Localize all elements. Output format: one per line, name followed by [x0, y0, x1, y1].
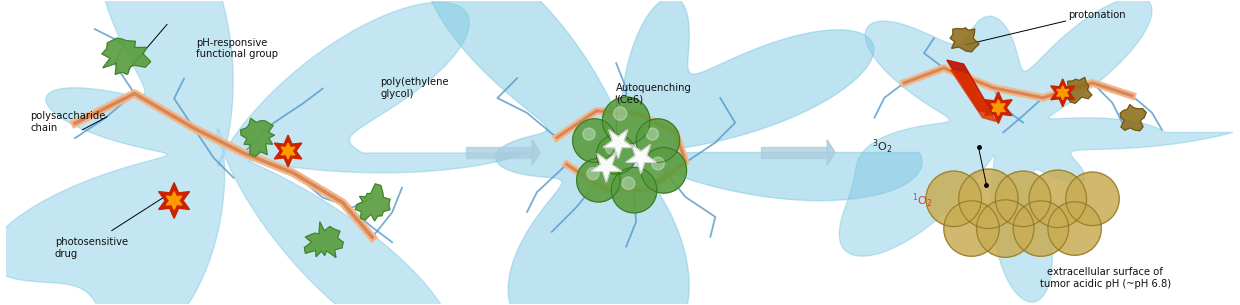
Polygon shape — [281, 143, 295, 159]
Polygon shape — [603, 130, 634, 158]
Polygon shape — [532, 140, 541, 165]
Circle shape — [646, 128, 658, 140]
Polygon shape — [985, 92, 1012, 124]
Circle shape — [636, 119, 680, 162]
Polygon shape — [1120, 105, 1146, 131]
Circle shape — [622, 177, 635, 190]
Polygon shape — [0, 0, 527, 305]
Text: $^1$O$_2$: $^1$O$_2$ — [913, 192, 932, 210]
Polygon shape — [159, 183, 190, 218]
Circle shape — [603, 97, 650, 145]
Polygon shape — [1056, 86, 1069, 100]
Polygon shape — [626, 145, 656, 173]
Polygon shape — [424, 0, 923, 305]
Polygon shape — [950, 28, 980, 52]
Circle shape — [611, 167, 657, 213]
Circle shape — [573, 119, 616, 162]
Circle shape — [596, 135, 636, 174]
Text: extracellular surface of
tumor acidic pH (~pH 6.8): extracellular surface of tumor acidic pH… — [1040, 267, 1171, 289]
Text: polysaccharide
chain: polysaccharide chain — [30, 112, 105, 133]
Circle shape — [583, 128, 595, 140]
Polygon shape — [839, 0, 1233, 302]
Polygon shape — [1064, 77, 1092, 103]
Circle shape — [996, 171, 1050, 227]
Polygon shape — [992, 100, 1006, 116]
Text: photosensitive
drug: photosensitive drug — [55, 237, 128, 259]
Circle shape — [959, 169, 1018, 228]
Polygon shape — [466, 147, 532, 158]
Circle shape — [641, 148, 687, 193]
Polygon shape — [304, 222, 343, 257]
Polygon shape — [827, 140, 835, 165]
Circle shape — [577, 158, 620, 202]
Polygon shape — [761, 147, 827, 158]
Polygon shape — [951, 70, 997, 121]
Polygon shape — [102, 38, 151, 74]
Polygon shape — [241, 118, 274, 156]
Circle shape — [652, 157, 665, 170]
Polygon shape — [591, 153, 621, 182]
Circle shape — [614, 107, 627, 120]
Text: Autoquenching
(Ce6): Autoquenching (Ce6) — [616, 83, 692, 105]
Circle shape — [1029, 170, 1086, 228]
Circle shape — [1065, 172, 1120, 226]
Circle shape — [587, 168, 599, 180]
Polygon shape — [947, 60, 992, 113]
Polygon shape — [355, 184, 391, 221]
Text: pH-responsive
functional group: pH-responsive functional group — [196, 38, 278, 59]
Polygon shape — [274, 135, 301, 167]
Polygon shape — [1050, 79, 1075, 107]
Polygon shape — [166, 192, 182, 210]
Circle shape — [1013, 201, 1069, 256]
Circle shape — [944, 201, 999, 256]
Circle shape — [977, 200, 1034, 257]
Circle shape — [926, 171, 982, 227]
Circle shape — [1048, 202, 1101, 255]
Text: protonation: protonation — [1069, 10, 1126, 20]
Text: $^3$O$_2$: $^3$O$_2$ — [872, 137, 893, 156]
Text: poly(ethylene
glycol): poly(ethylene glycol) — [381, 77, 449, 99]
Circle shape — [605, 143, 616, 154]
